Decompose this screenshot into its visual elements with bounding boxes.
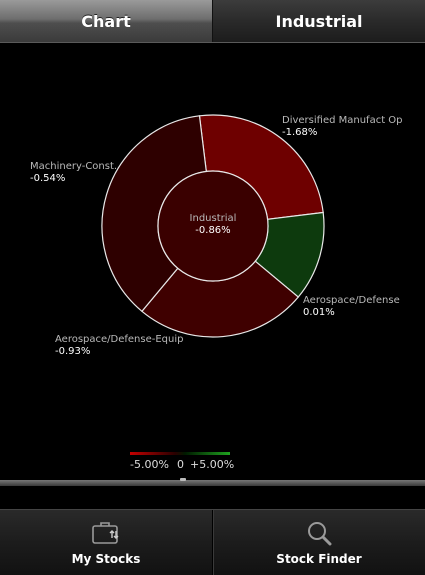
slice-name: Machinery-Const. [30,161,118,172]
color-scale-legend: -5.00% 0 +5.00% [128,452,235,480]
briefcase-icon [92,522,119,544]
slice-name: Aerospace/Defense [303,295,400,306]
legend-mid-label: 0 [177,458,184,471]
legend-min-label: -5.00% [130,458,169,471]
sector-donut-chart: Diversified Manufact Op -1.68% Aerospace… [0,42,425,482]
slice-label-aerospace-equip: Aerospace/Defense-Equip -0.93% [55,334,184,358]
tab-industrial[interactable]: Industrial [212,0,425,42]
slice-value: -0.54% [30,173,66,184]
bottom-nav-bar: My Stocks Stock Finder [0,509,425,575]
center-label[interactable]: Industrial -0.86% [163,213,263,237]
stock-finder-button[interactable]: Stock Finder [212,510,425,575]
slice-value: 0.01% [303,307,335,318]
scroll-strip[interactable] [0,480,425,486]
legend-max-label: +5.00% [190,458,235,471]
my-stocks-label: My Stocks [71,552,141,566]
center-name: Industrial [189,213,237,224]
stock-finder-label: Stock Finder [276,552,362,566]
center-value: -0.86% [195,225,231,236]
search-icon [308,522,332,546]
scroll-thumb[interactable] [180,478,186,481]
donut-center[interactable] [157,170,269,282]
color-scale-bar [130,452,230,455]
tab-chart[interactable]: Chart [0,0,212,42]
slice-name: Diversified Manufact Op [282,115,403,126]
slice-name: Aerospace/Defense-Equip [55,334,184,345]
slice-value: -0.93% [55,346,91,357]
slice-value: -1.68% [282,127,318,138]
slice-label-aerospace: Aerospace/Defense 0.01% [303,295,400,319]
my-stocks-button[interactable]: My Stocks [0,510,212,575]
top-tab-bar: Chart Industrial [0,0,425,43]
slice-label-diversified: Diversified Manufact Op -1.68% [282,115,403,139]
slice-label-machinery: Machinery-Const. -0.54% [30,161,117,185]
donut-svg [101,114,325,338]
